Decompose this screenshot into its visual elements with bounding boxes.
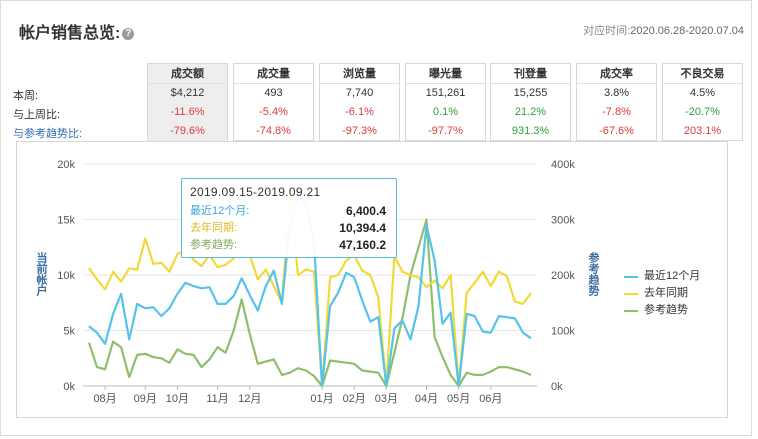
chart-legend: 最近12个月 去年同期 参考趋势: [624, 268, 700, 319]
legend-item-recent[interactable]: 最近12个月: [624, 268, 700, 285]
legend-label-recent: 最近12个月: [644, 270, 701, 282]
y-tick-label: 20k: [57, 159, 75, 171]
metric-card-0[interactable]: 成交额 $4,212 -11.6% -79.6%: [147, 63, 228, 143]
metric-wow: -7.8%: [602, 106, 631, 118]
metric-label: 成交额: [148, 64, 227, 84]
metric-label: 不良交易: [663, 64, 742, 84]
x-tick-label: 10月: [166, 393, 189, 405]
x-tick-label: 11月: [206, 393, 228, 405]
legend-swatch-trend: [624, 309, 638, 312]
legend-swatch-lastyear: [624, 292, 638, 295]
metric-wow: -11.6%: [170, 106, 205, 118]
page-title: 帐户销售总览:?: [19, 19, 135, 43]
metric-wow: -6.1%: [345, 106, 374, 118]
y-tick-label: 0k: [63, 381, 75, 393]
x-tick-label: 03月: [375, 393, 398, 405]
x-tick-label: 02月: [343, 393, 366, 405]
tooltip-value-recent: 6,400.4: [345, 204, 386, 218]
y-tick-label: 5k: [63, 326, 75, 338]
left-axis-title: 当前帐户: [35, 252, 47, 296]
metric-card-5[interactable]: 成交率 3.8% -7.8% -67.6%: [576, 63, 657, 141]
metric-current: 493: [264, 87, 283, 99]
metric-label: 成交率: [577, 64, 656, 84]
y2-tick-label: 400k: [551, 159, 575, 171]
y2-tick-label: 0k: [551, 381, 563, 393]
metric-card-4[interactable]: 刊登量 15,255 21.2% 931.3%: [490, 63, 571, 141]
row-label-current: 本周:: [13, 90, 39, 102]
metric-current: 15,255: [513, 87, 548, 99]
date-label: 对应时间:: [583, 25, 631, 37]
tooltip-name-recent: 最近12个月:: [190, 205, 250, 217]
metric-label: 刊登量: [491, 64, 570, 84]
legend-swatch-recent: [624, 275, 638, 278]
tooltip-value-trend: 47,160.2: [339, 238, 386, 252]
metric-trend: 931.3%: [511, 125, 550, 137]
x-tick-label: 06月: [479, 393, 502, 405]
metric-current: $4,212: [170, 87, 205, 99]
metric-current: 4.5%: [689, 87, 716, 99]
y2-tick-label: 100k: [551, 326, 575, 338]
date-value: 2020.06.28-2020.07.04: [630, 25, 744, 37]
x-tick-label: 05月: [447, 393, 470, 405]
metric-current: 151,261: [425, 87, 466, 99]
x-tick-label: 12月: [238, 393, 261, 405]
metric-card-3[interactable]: 曝光量 151,261 0.1% -97.7%: [405, 63, 486, 141]
metric-card-2[interactable]: 浏览量 7,740 -6.1% -97.3%: [319, 63, 400, 141]
tooltip-row-trend: 参考趋势: 47,160.2: [190, 237, 388, 254]
metric-card-6[interactable]: 不良交易 4.5% -20.7% 203.1%: [662, 63, 743, 141]
metric-card-1[interactable]: 成交量 493 -5.4% -74.8%: [233, 63, 314, 141]
legend-item-trend[interactable]: 参考趋势: [624, 302, 700, 319]
y2-tick-label: 300k: [551, 215, 575, 227]
metric-trend: 203.1%: [683, 125, 722, 137]
row-label-wow: 与上周比:: [13, 109, 61, 121]
metric-label: 浏览量: [320, 64, 399, 84]
tooltip-row-recent: 最近12个月: 6,400.4: [190, 203, 388, 220]
tooltip-name-lastyear: 去年同期:: [190, 222, 238, 234]
metric-label: 成交量: [234, 64, 313, 84]
legend-item-lastyear[interactable]: 去年同期: [624, 285, 700, 302]
right-axis-title: 参考趋势: [587, 252, 599, 296]
x-tick-label: 04月: [415, 393, 438, 405]
y-tick-label: 15k: [57, 215, 75, 227]
y-tick-label: 10k: [57, 270, 75, 282]
row-label-trend[interactable]: 与参考趋势比:: [13, 128, 83, 140]
metric-current: 3.8%: [603, 87, 630, 99]
tooltip-row-lastyear: 去年同期: 10,394.4: [190, 220, 388, 237]
help-icon[interactable]: ?: [122, 28, 135, 40]
metric-label: 曝光量: [406, 64, 485, 84]
metric-wow: 0.1%: [432, 106, 459, 118]
chart-tooltip: 2019.09.15-2019.09.21 最近12个月: 6,400.4 去年…: [181, 178, 397, 258]
tooltip-name-trend: 参考趋势:: [190, 239, 238, 251]
metric-wow: -20.7%: [685, 106, 720, 118]
metric-trend: -97.7%: [428, 125, 463, 137]
page-title-text: 帐户销售总览:: [19, 25, 121, 42]
tooltip-title: 2019.09.15-2019.09.21: [190, 185, 321, 199]
metric-wow: -5.4%: [259, 106, 288, 118]
legend-label-lastyear: 去年同期: [644, 287, 688, 299]
date-range: 对应时间:2020.06.28-2020.07.04: [583, 22, 744, 38]
metric-trend: -79.6%: [170, 125, 205, 137]
metric-trend: -97.3%: [342, 125, 377, 137]
legend-label-trend: 参考趋势: [644, 304, 688, 316]
series-line-trend: [87, 218, 532, 388]
x-tick-label: 01月: [310, 393, 333, 405]
x-tick-label: 09月: [134, 393, 157, 405]
metric-current: 7,740: [345, 87, 374, 99]
metric-trend: -74.8%: [256, 125, 291, 137]
y2-tick-label: 200k: [551, 270, 575, 282]
tooltip-value-lastyear: 10,394.4: [339, 221, 386, 235]
x-tick-label: 08月: [93, 393, 116, 405]
metric-wow: 21.2%: [514, 106, 547, 118]
metric-trend: -67.6%: [599, 125, 634, 137]
